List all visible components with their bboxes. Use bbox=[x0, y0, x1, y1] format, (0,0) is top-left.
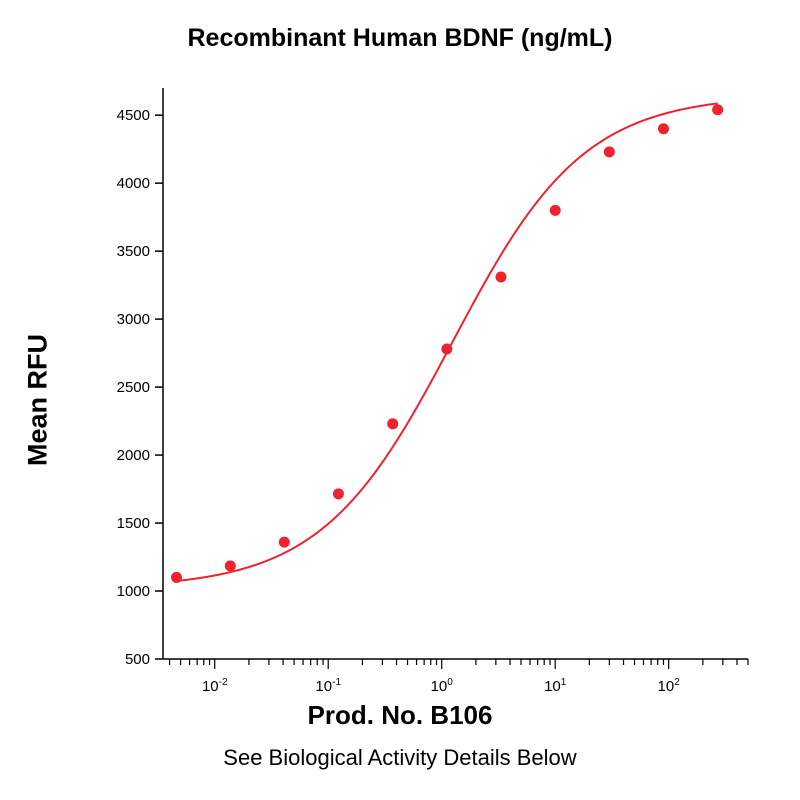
data-point bbox=[332, 488, 344, 500]
data-point bbox=[387, 418, 399, 430]
data-point bbox=[441, 343, 453, 355]
y-tick-label: 1500 bbox=[117, 515, 150, 532]
data-point bbox=[224, 560, 236, 572]
y-tick-label: 500 bbox=[125, 651, 150, 668]
y-tick-label: 3000 bbox=[117, 311, 150, 328]
chart-title: Recombinant Human BDNF (ng/mL) bbox=[187, 24, 613, 52]
x-tick-label: 10-2 bbox=[202, 677, 228, 695]
y-tick-label: 4500 bbox=[117, 107, 150, 124]
data-point bbox=[712, 104, 724, 116]
x-tick-label: 10-1 bbox=[315, 677, 341, 695]
x-tick-label: 100 bbox=[431, 677, 454, 695]
fit-curve bbox=[176, 102, 718, 583]
x-tick-label: 102 bbox=[658, 677, 681, 695]
data-point bbox=[657, 123, 669, 135]
x-tick-label: 101 bbox=[544, 677, 567, 695]
data-point bbox=[603, 146, 615, 158]
y-tick-label: 1000 bbox=[117, 583, 150, 600]
y-tick-label: 4000 bbox=[117, 175, 150, 192]
y-tick-label: 2500 bbox=[117, 379, 150, 396]
y-tick-label: 3500 bbox=[117, 243, 150, 260]
data-point bbox=[278, 536, 290, 548]
data-point bbox=[495, 271, 507, 283]
chart-caption: See Biological Activity Details Below bbox=[223, 745, 577, 770]
data-point bbox=[549, 204, 561, 216]
data-point bbox=[170, 571, 182, 583]
x-axis-label: Prod. No. B106 bbox=[307, 700, 493, 730]
y-tick-label: 2000 bbox=[117, 447, 150, 464]
